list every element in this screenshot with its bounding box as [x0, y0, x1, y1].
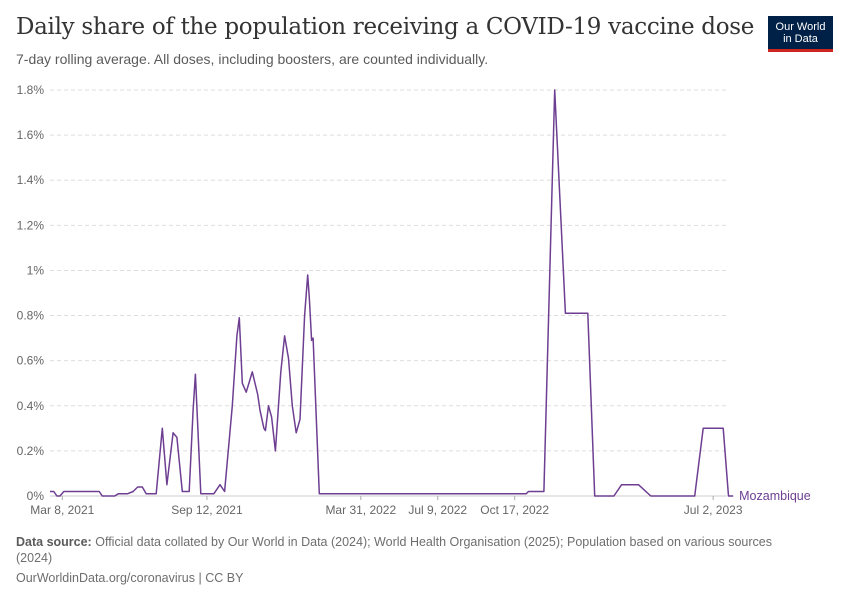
- data-source-label: Data source:: [16, 535, 92, 549]
- x-tick-label: Sep 12, 2021: [171, 503, 243, 517]
- data-source-note: Data source: Official data collated by O…: [16, 534, 796, 566]
- y-tick-label: 1%: [27, 263, 45, 277]
- data-source-text: Official data collated by Our World in D…: [16, 535, 772, 565]
- y-tick-label: 0.6%: [17, 354, 45, 368]
- owid-logo[interactable]: Our World in Data: [768, 16, 833, 52]
- x-axis-ticks: Mar 8, 2021 Sep 12, 2021 Mar 31, 2022 Jul 9…: [30, 496, 743, 517]
- series-label[interactable]: Mozambique: [739, 489, 811, 503]
- y-axis-ticks: 0% 0.2% 0.4% 0.6% 0.8% 1% 1.2% 1.4% 1.6% 1.8%: [17, 83, 45, 503]
- x-tick-label: Jul 2, 2023: [684, 503, 743, 517]
- grid-layer: [50, 89, 727, 497]
- x-tick-label: Mar 8, 2021: [30, 503, 94, 517]
- chart-subtitle: 7-day rolling average. All doses, includ…: [16, 51, 489, 67]
- y-tick-label: 0.8%: [17, 309, 45, 323]
- y-tick-label: 0%: [27, 489, 45, 503]
- logo-line-1: Our World: [775, 20, 826, 33]
- series-layer: Mozambique: [50, 89, 811, 503]
- series-line-0[interactable]: [50, 89, 734, 497]
- y-tick-label: 1.2%: [17, 218, 45, 232]
- x-tick-label: Mar 31, 2022: [325, 503, 396, 517]
- footer-url[interactable]: OurWorldinData.org/coronavirus | CC BY: [16, 571, 244, 585]
- chart-title: Daily share of the population receiving …: [16, 14, 755, 40]
- y-tick-label: 1.6%: [17, 128, 45, 142]
- y-tick-label: 0.2%: [17, 444, 45, 458]
- x-tick-label: Jul 9, 2022: [408, 503, 467, 517]
- y-tick-label: 0.4%: [17, 399, 45, 413]
- logo-line-2: in Data: [783, 32, 818, 45]
- y-tick-label: 1.4%: [17, 173, 45, 187]
- y-tick-label: 1.8%: [17, 83, 45, 97]
- x-tick-label: Oct 17, 2022: [480, 503, 549, 517]
